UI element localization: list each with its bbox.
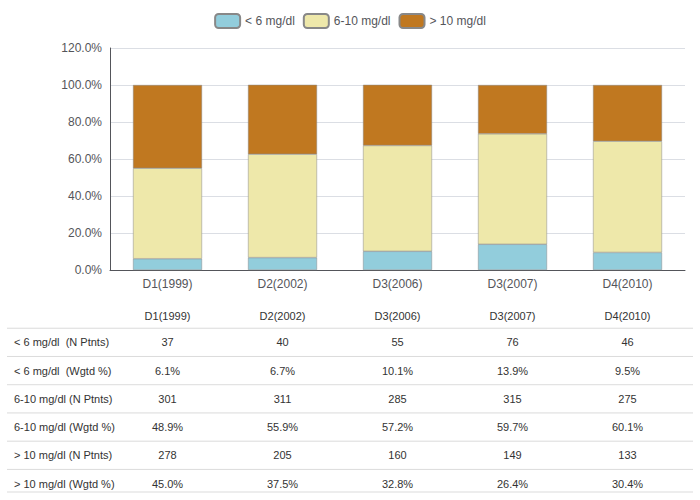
svg-text:133: 133 [618,449,636,461]
svg-text:59.7%: 59.7% [497,421,528,433]
svg-text:100.0%: 100.0% [61,78,102,92]
svg-text:315: 315 [503,393,521,405]
svg-text:160: 160 [388,449,406,461]
svg-text:D3(2006): D3(2006) [372,277,422,291]
svg-text:45.0%: 45.0% [152,478,183,490]
svg-text:> 10 mg/dl (N Ptnts): > 10 mg/dl (N Ptnts) [14,449,112,461]
svg-text:D1(1999): D1(1999) [142,277,192,291]
svg-text:275: 275 [618,393,636,405]
svg-text:278: 278 [158,449,176,461]
svg-text:D2(2002): D2(2002) [257,277,307,291]
svg-text:> 10 mg/dl (Wgtd %): > 10 mg/dl (Wgtd %) [14,478,115,490]
svg-text:301: 301 [158,393,176,405]
svg-text:< 6 mg/dl (Wgtd %): < 6 mg/dl (Wgtd %) [14,365,112,377]
svg-text:32.8%: 32.8% [382,478,413,490]
svg-text:13.9%: 13.9% [497,365,528,377]
svg-text:D2(2002): D2(2002) [260,310,306,322]
svg-text:46: 46 [621,336,633,348]
svg-text:55.9%: 55.9% [267,421,298,433]
svg-text:6.1%: 6.1% [155,365,180,377]
svg-text:D3(2007): D3(2007) [487,277,537,291]
svg-text:205: 205 [273,449,291,461]
svg-text:10.1%: 10.1% [382,365,413,377]
svg-text:60.1%: 60.1% [612,421,643,433]
svg-text:26.4%: 26.4% [497,478,528,490]
svg-text:60.0%: 60.0% [68,152,102,166]
svg-text:6-10 mg/dl: 6-10 mg/dl [334,14,391,28]
svg-text:D1(1999): D1(1999) [145,310,191,322]
svg-text:> 10 mg/dl: > 10 mg/dl [430,14,486,28]
svg-text:6-10 mg/dl (Wgtd %): 6-10 mg/dl (Wgtd %) [14,421,115,433]
svg-text:37: 37 [161,336,173,348]
svg-text:D4(2010): D4(2010) [605,310,651,322]
svg-text:9.5%: 9.5% [615,365,640,377]
svg-text:48.9%: 48.9% [152,421,183,433]
svg-text:20.0%: 20.0% [68,226,102,240]
svg-text:0.0%: 0.0% [75,263,103,277]
svg-text:57.2%: 57.2% [382,421,413,433]
svg-text:30.4%: 30.4% [612,478,643,490]
svg-text:D3(2006): D3(2006) [375,310,421,322]
svg-text:149: 149 [503,449,521,461]
svg-text:80.0%: 80.0% [68,115,102,129]
svg-text:40.0%: 40.0% [68,189,102,203]
svg-text:55: 55 [391,336,403,348]
svg-text:311: 311 [274,393,292,405]
svg-text:D3(2007): D3(2007) [490,310,536,322]
svg-text:6-10 mg/dl (N Ptnts): 6-10 mg/dl (N Ptnts) [14,393,112,405]
svg-text:76: 76 [506,336,518,348]
svg-text:6.7%: 6.7% [270,365,295,377]
svg-text:< 6 mg/dl (N Ptnts): < 6 mg/dl (N Ptnts) [14,336,109,348]
svg-text:120.0%: 120.0% [61,41,102,55]
svg-text:< 6 mg/dl: < 6 mg/dl [245,14,295,28]
svg-text:37.5%: 37.5% [267,478,298,490]
svg-text:285: 285 [388,393,406,405]
svg-text:40: 40 [276,336,288,348]
svg-text:D4(2010): D4(2010) [602,277,652,291]
